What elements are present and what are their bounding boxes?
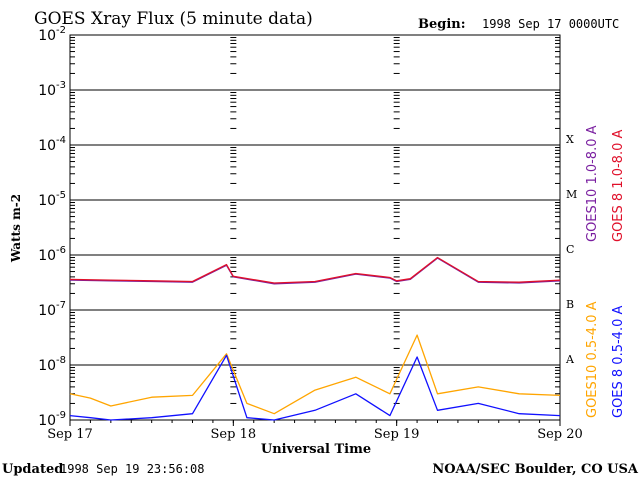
updated-value: 1998 Sep 19 23:56:08 — [60, 462, 205, 476]
begin-label: Begin: — [418, 17, 466, 32]
y-axis-label: Watts m-2 — [9, 194, 23, 263]
legend-goes8-long: GOES 8 1.0-8.0 A — [611, 130, 626, 242]
y-tick-label: 10-8 — [38, 355, 66, 374]
y-tick-label: 10-5 — [38, 190, 66, 209]
flare-class-label: X — [566, 133, 574, 146]
y-tick-label: 10-3 — [38, 80, 66, 99]
x-axis-label: Universal Time — [261, 442, 371, 457]
flare-class-label: B — [566, 298, 574, 311]
x-tick-label: Sep 19 — [374, 427, 420, 442]
series-line-3 — [69, 354, 561, 421]
plot-border — [69, 34, 561, 421]
x-tick-label: Sep 20 — [537, 427, 583, 442]
legend-goes10-short: GOES10 0.5-4.0 A — [585, 301, 600, 418]
series-line-0 — [69, 257, 561, 285]
begin-value: 1998 Sep 17 0000UTC — [482, 17, 619, 31]
chart-title: GOES Xray Flux (5 minute data) — [34, 9, 313, 29]
y-tick-label: 10-6 — [38, 245, 66, 264]
credit: NOAA/SEC Boulder, CO USA — [432, 462, 639, 477]
updated-label: Updated — [2, 462, 63, 477]
series-lines — [69, 256, 561, 421]
flare-class-label: A — [565, 353, 575, 366]
x-tick-label: Sep 18 — [211, 427, 257, 442]
flare-class-label: C — [566, 243, 574, 256]
x-tick-label: Sep 17 — [47, 427, 93, 442]
legend-goes8-short: GOES 8 0.5-4.0 A — [611, 306, 626, 418]
series-line-2 — [69, 334, 561, 415]
axis-ticks — [69, 37, 561, 426]
series-line-1 — [69, 256, 561, 284]
y-tick-label: 10-7 — [38, 300, 66, 319]
flare-class-label: M — [566, 188, 577, 201]
plot-frame — [69, 34, 561, 421]
y-tick-label: 10-4 — [38, 135, 66, 154]
legend-goes10-long: GOES10 1.0-8.0 A — [585, 125, 600, 242]
y-tick-label: 10-2 — [38, 25, 66, 44]
